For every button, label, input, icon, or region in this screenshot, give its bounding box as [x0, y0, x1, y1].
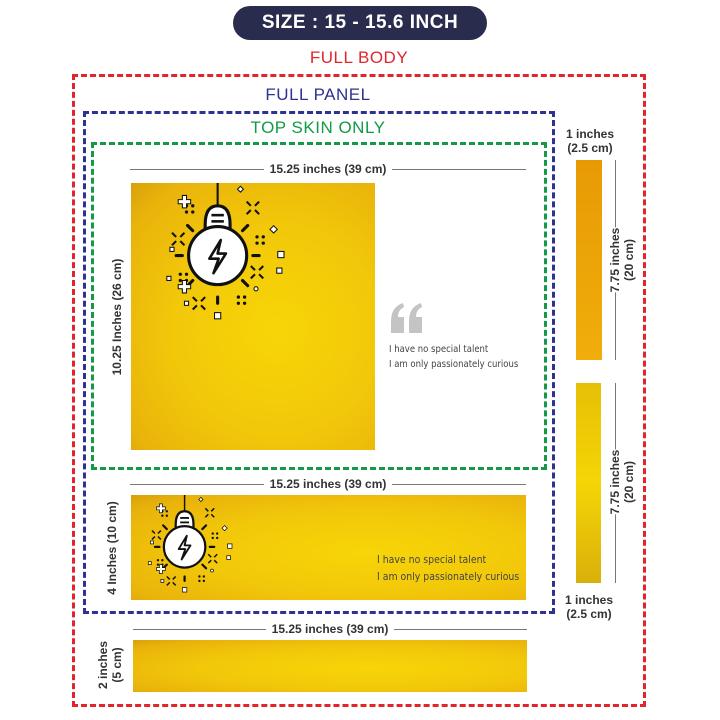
top-skin-width-label: 15.25 inches (39 cm) — [269, 162, 387, 176]
lightbulb-bolt-icon — [147, 495, 234, 594]
side-strip-2-length-label: 7.75 inches (20 cm) — [604, 449, 640, 515]
quote-line-2: I am only passionately curious — [377, 570, 520, 583]
quote-mark-icon — [391, 303, 422, 333]
front-strip-height-line-1: 2 inches — [96, 640, 110, 690]
bottom-panel-height-label: 4 Inches (10 cm) — [105, 501, 119, 595]
front-strip-artwork — [133, 640, 527, 692]
side-strip-bottom-width-line-2: (2.5 cm) — [566, 607, 612, 621]
quote-line-1: I have no special talent — [377, 553, 487, 566]
left-side-strip-artwork — [576, 160, 602, 360]
top-skin-quote: I have no special talent I am only passi… — [389, 342, 518, 372]
top-skin-height-label: 10.25 Inches (26 cm) — [110, 258, 124, 376]
bottom-panel-artwork: I have no special talent I am only passi… — [131, 495, 526, 600]
front-strip-height-line-2: (5 cm) — [110, 647, 124, 683]
front-strip-width-label: 15.25 inches (39 cm) — [271, 622, 389, 636]
bottom-panel-width-label: 15.25 inches (39 cm) — [269, 477, 387, 491]
top-skin-label: TOP SKIN ONLY — [250, 118, 386, 137]
top-skin-width-dimension: 15.25 inches (39 cm) — [130, 162, 527, 176]
lightbulb-bolt-icon — [165, 183, 286, 321]
full-panel-label: FULL PANEL — [265, 85, 371, 104]
full-body-outline — [72, 74, 646, 707]
side-strip-2-length-line-1: 7.75 inches — [608, 449, 622, 515]
side-strip-bottom-width-line-1: 1 inches — [564, 593, 614, 607]
top-skin-artwork — [131, 183, 375, 450]
side-strip-top-width-line-2: (2.5 cm) — [567, 141, 613, 155]
front-strip-height-label: 2 inches (5 cm) — [96, 641, 124, 689]
side-strip-top-width-line-1: 1 inches — [565, 127, 615, 141]
full-panel-outline — [83, 111, 555, 614]
full-body-label: FULL BODY — [309, 48, 409, 67]
side-strip-1-length-line-2: (20 cm) — [622, 238, 636, 282]
right-side-strip-artwork — [576, 383, 601, 583]
front-strip-width-dimension: 15.25 inches (39 cm) — [133, 622, 528, 636]
top-skin-outline — [91, 142, 547, 470]
side-strip-2-length-line-2: (20 cm) — [622, 460, 636, 504]
side-strip-bottom-width-label: 1 inches (2.5 cm) — [565, 593, 613, 621]
side-strip-1-length-line-1: 7.75 inches — [608, 227, 622, 293]
bottom-panel-width-dimension: 15.25 inches (39 cm) — [130, 477, 527, 491]
size-title-pill: SIZE : 15 - 15.6 INCH — [233, 6, 487, 40]
bottom-panel-quote: I have no special talent I am only passi… — [377, 551, 519, 585]
side-strip-1-length-label: 7.75 inches (20 cm) — [604, 227, 640, 293]
side-strip-top-width-label: 1 inches (2.5 cm) — [566, 127, 614, 155]
quote-line-2: I am only passionately curious — [389, 359, 519, 370]
quote-line-1: I have no special talent — [389, 344, 489, 355]
